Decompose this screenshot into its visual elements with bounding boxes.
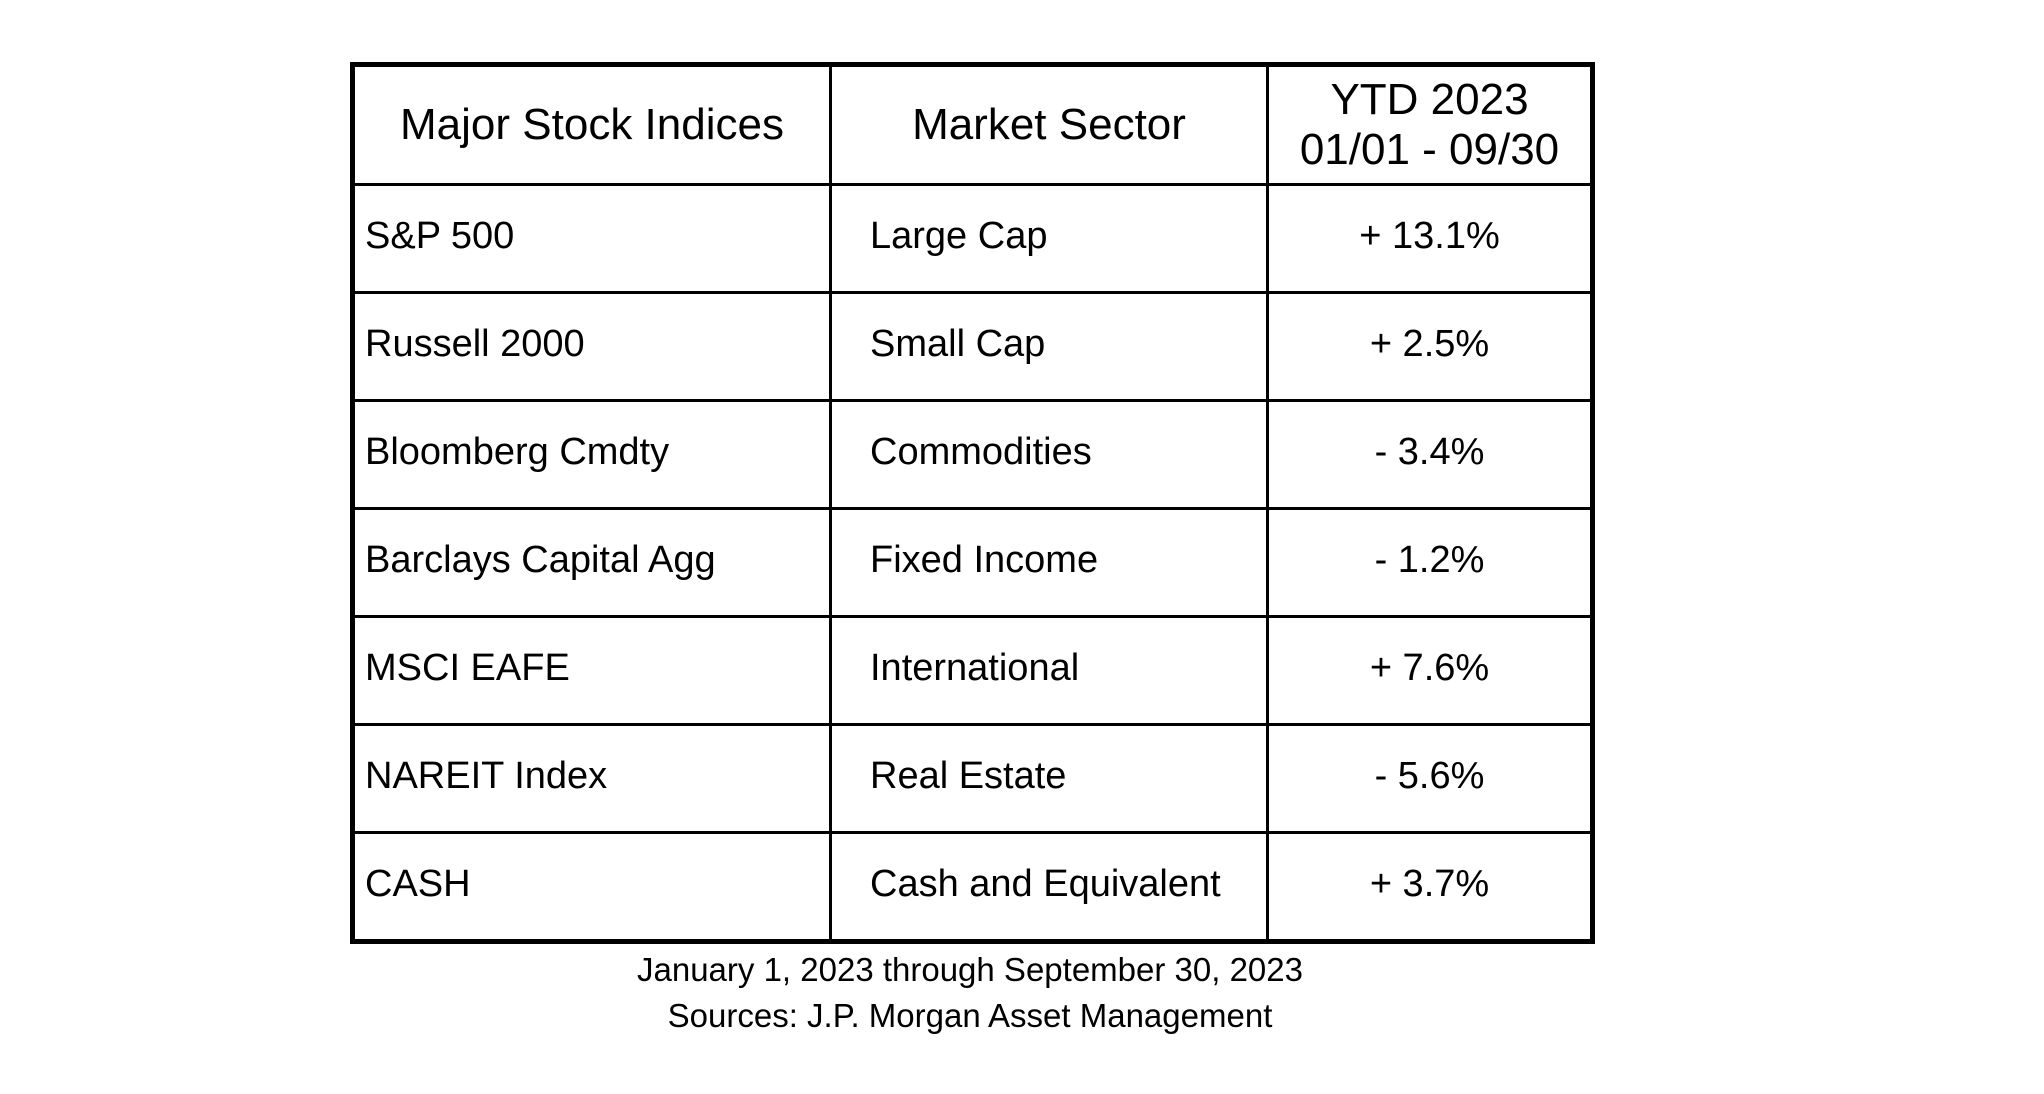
ytd-value-cell: - 1.2% [1266,507,1594,618]
footer-sources: Sources: J.P. Morgan Asset Management [667,997,1273,1034]
table-row-barclays-capital-agg: Barclays Capital Agg Fixed Income - 1.2% [351,507,1594,618]
table-row-sp500: S&P 500 Large Cap + 13.1% [351,183,1594,294]
table-row-nareit-index: NAREIT Index Real Estate - 5.6% [351,723,1594,834]
index-name-cell: Barclays Capital Agg [351,507,832,618]
index-name-cell: NAREIT Index [351,723,832,834]
header-market-sector: Market Sector [829,63,1269,186]
sector-cell: International [829,615,1269,726]
header-ytd-line2: 01/01 - 09/30 [1299,125,1560,174]
ytd-value-cell: + 13.1% [1266,183,1594,294]
sector-cell: Cash and Equivalent [829,831,1269,943]
footer-caption: January 1, 2023 through September 30, 20… [350,947,1590,1039]
index-name-cell: S&P 500 [351,183,832,294]
market-indices-table: Major Stock Indices Market Sector YTD 20… [350,62,1595,944]
header-major-stock-indices: Major Stock Indices [351,63,832,186]
sector-cell: Commodities [829,399,1269,510]
index-name-cell: Russell 2000 [351,291,832,402]
sector-cell: Small Cap [829,291,1269,402]
ytd-value-cell: + 2.5% [1266,291,1594,402]
header-ytd-line1: YTD 2023 [1330,75,1529,124]
table-row-bloomberg-cmdty: Bloomberg Cmdty Commodities - 3.4% [351,399,1594,510]
sector-cell: Large Cap [829,183,1269,294]
index-name-cell: MSCI EAFE [351,615,832,726]
header-ytd-2023: YTD 2023 01/01 - 09/30 [1266,63,1594,186]
sector-cell: Real Estate [829,723,1269,834]
ytd-value-cell: - 5.6% [1266,723,1594,834]
table-row-cash: CASH Cash and Equivalent + 3.7% [351,831,1594,943]
footer-date-range: January 1, 2023 through September 30, 20… [637,951,1303,988]
table-row-russell-2000: Russell 2000 Small Cap + 2.5% [351,291,1594,402]
index-name-cell: Bloomberg Cmdty [351,399,832,510]
table-row-msci-eafe: MSCI EAFE International + 7.6% [351,615,1594,726]
ytd-value-cell: - 3.4% [1266,399,1594,510]
ytd-value-cell: + 7.6% [1266,615,1594,726]
sector-cell: Fixed Income [829,507,1269,618]
index-name-cell: CASH [351,831,832,943]
ytd-value-cell: + 3.7% [1266,831,1594,943]
header-row: Major Stock Indices Market Sector YTD 20… [351,63,1594,186]
